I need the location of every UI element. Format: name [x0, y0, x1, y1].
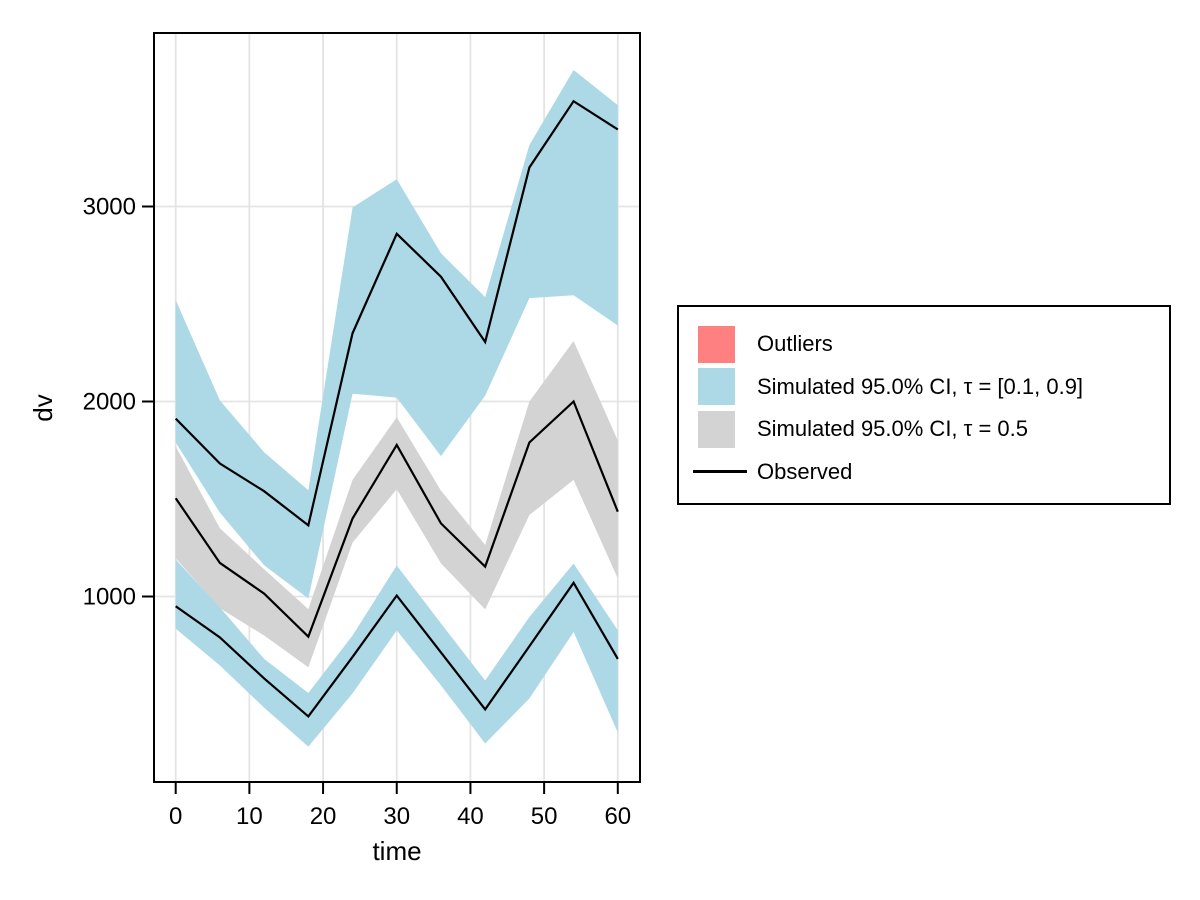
legend-swatch-box — [693, 470, 749, 474]
y-tick-label: 1000 — [83, 584, 136, 611]
legend-swatch-box — [693, 325, 749, 363]
x-tick-label: 20 — [310, 803, 337, 830]
legend-label-outliers: Outliers — [757, 331, 833, 356]
legend-label-simulated-ci-outer: Simulated 95.0% CI, τ = [0.1, 0.9] — [757, 373, 1084, 399]
band-2 — [175, 559, 618, 747]
legend-item-observed: Observed — [693, 453, 1153, 491]
legend-item-simulated-ci-outer: Simulated 95.0% CI, τ = [0.1, 0.9] — [693, 368, 1153, 406]
x-tick-label: 60 — [604, 803, 631, 830]
simulated-ci-median-swatch-icon — [698, 410, 735, 448]
y-tick-label: 3000 — [83, 194, 136, 221]
band-0 — [175, 341, 618, 668]
observed-line-0 — [174, 99, 619, 528]
observed-line-2 — [175, 580, 619, 719]
x-tick-label: 0 — [169, 803, 182, 830]
y-tick-label: 2000 — [83, 389, 136, 416]
observed-line-swatch-icon — [693, 470, 747, 474]
simulated-ci-outer-swatch-icon — [698, 368, 735, 406]
legend-swatch-box — [693, 368, 749, 406]
x-tick-label: 30 — [383, 803, 410, 830]
band-1 — [175, 70, 618, 599]
line-layer — [174, 99, 619, 719]
observed-line-1 — [174, 399, 619, 639]
legend: Outliers Simulated 95.0% CI, τ = [0.1, 0… — [677, 305, 1171, 505]
legend-label-observed: Observed — [757, 458, 853, 484]
tick-label-layer: 0 10 20 30 40 50 60 1000 2000 3000 — [83, 194, 632, 831]
legend-item-outliers: Outliers — [693, 325, 1153, 363]
y-axis-label: dv — [28, 394, 58, 421]
outliers-swatch-icon — [698, 325, 735, 363]
legend-item-simulated-ci-median: Simulated 95.0% CI, τ = 0.5 — [693, 410, 1153, 448]
tick-layer — [142, 205, 619, 794]
legend-swatch-box — [693, 410, 749, 448]
x-tick-label: 40 — [457, 803, 484, 830]
x-axis-label: time — [372, 836, 421, 866]
legend-label-simulated-ci-median: Simulated 95.0% CI, τ = 0.5 — [757, 416, 1029, 442]
band-layer — [175, 70, 618, 747]
x-tick-label: 50 — [531, 803, 558, 830]
x-tick-label: 10 — [236, 803, 263, 830]
